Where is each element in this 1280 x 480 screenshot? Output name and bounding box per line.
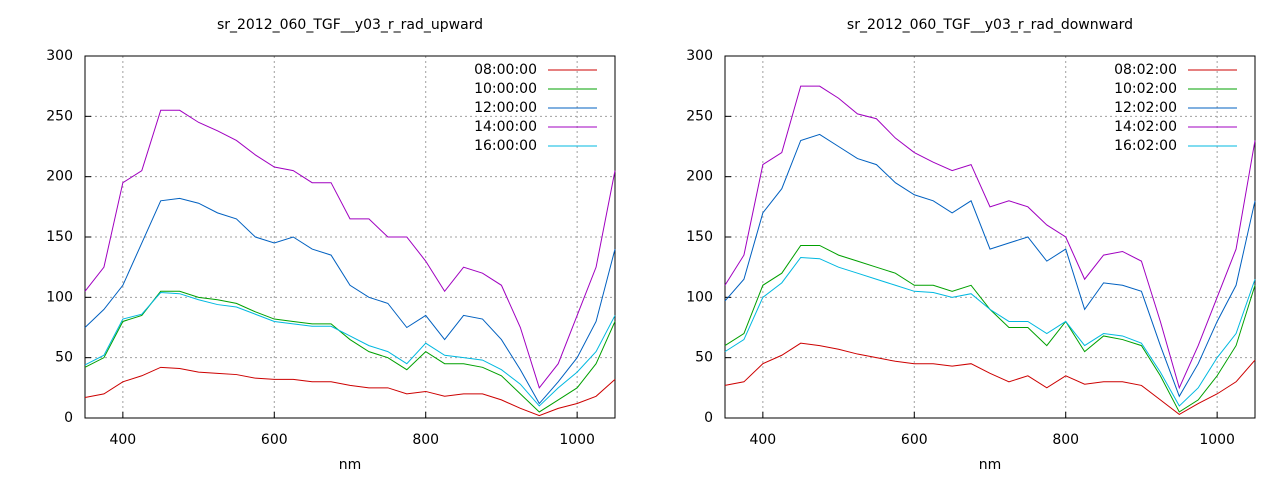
legend-label: 16:02:00	[1114, 138, 1177, 154]
x-tick-label: 400	[749, 432, 776, 448]
legend-label: 14:02:00	[1114, 119, 1177, 135]
x-axis-label: nm	[339, 457, 362, 473]
y-tick-label: 100	[686, 289, 713, 305]
x-tick-label: 1000	[559, 432, 595, 448]
series-line	[724, 342, 1256, 415]
legend-label: 14:00:00	[474, 119, 537, 135]
series-line	[84, 291, 616, 407]
x-tick-label: 1000	[1199, 432, 1235, 448]
x-tick-label: 800	[1052, 432, 1079, 448]
y-tick-label: 0	[64, 410, 73, 426]
y-tick-label: 200	[46, 169, 73, 185]
y-tick-label: 250	[686, 108, 713, 124]
legend-label: 12:00:00	[474, 100, 537, 116]
plot-frame	[724, 55, 1256, 419]
x-tick-label: 600	[261, 432, 288, 448]
series-line	[724, 85, 1256, 390]
y-tick-label: 150	[686, 229, 713, 245]
legend-label: 12:02:00	[1114, 100, 1177, 116]
series-line	[724, 133, 1256, 398]
y-tick-label: 50	[695, 350, 713, 366]
y-tick-label: 300	[46, 48, 73, 64]
y-tick-label: 0	[704, 410, 713, 426]
series-line	[84, 197, 616, 405]
x-tick-label: 600	[901, 432, 928, 448]
y-tick-label: 100	[46, 289, 73, 305]
series-line	[84, 366, 616, 417]
legend-label: 10:00:00	[474, 81, 537, 97]
x-axis-label: nm	[979, 457, 1002, 473]
chart-title: sr_2012_060_TGF__y03_r_rad_downward	[847, 17, 1133, 33]
y-tick-label: 250	[46, 108, 73, 124]
legend-label: 08:02:00	[1114, 62, 1177, 78]
legend-label: 08:00:00	[474, 62, 537, 78]
chart-title: sr_2012_060_TGF__y03_r_rad_upward	[217, 17, 483, 33]
y-tick-label: 50	[55, 350, 73, 366]
y-tick-label: 300	[686, 48, 713, 64]
series-line	[724, 256, 1256, 407]
series-line	[84, 290, 616, 413]
y-tick-label: 150	[46, 229, 73, 245]
y-tick-label: 200	[686, 169, 713, 185]
legend-label: 16:00:00	[474, 138, 537, 154]
legend-label: 10:02:00	[1114, 81, 1177, 97]
x-tick-label: 400	[109, 432, 136, 448]
x-tick-label: 800	[412, 432, 439, 448]
plot-frame	[84, 55, 616, 419]
series-line	[84, 109, 616, 389]
